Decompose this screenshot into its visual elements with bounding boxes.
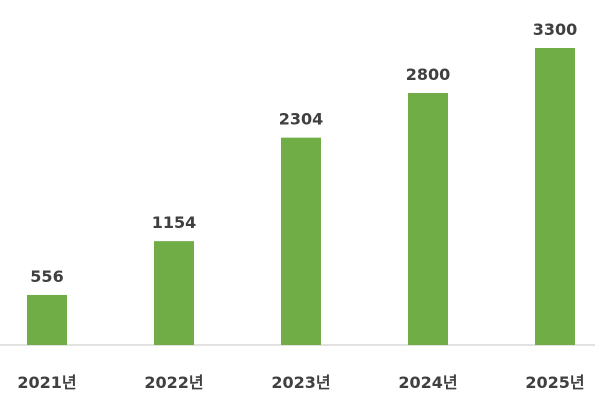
x-tick-label: 2022년 [144,373,203,392]
data-label: 3300 [533,20,578,39]
bar-2024년 [408,93,448,345]
x-tick-label: 2021년 [17,373,76,392]
data-label: 2800 [406,65,451,84]
x-tick-label: 2024년 [398,373,457,392]
bar-2021년 [27,294,67,345]
x-tick-label: 2023년 [271,373,330,392]
bar-2023년 [281,137,321,345]
x-tick-label: 2025년 [525,373,584,392]
data-label: 556 [30,267,63,286]
data-label: 1154 [152,213,197,232]
data-label: 2304 [279,110,324,129]
bar-2025년 [535,48,575,345]
bar-2022년 [154,241,194,345]
